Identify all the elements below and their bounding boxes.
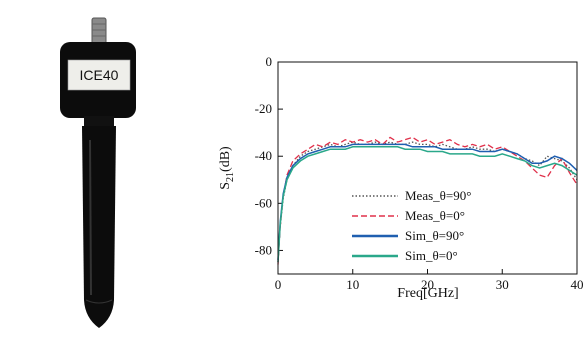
x-tick-label: 20 [421, 277, 434, 292]
x-tick-label: 0 [275, 277, 282, 292]
plot-frame [277, 61, 578, 275]
legend-label-2: Sim_θ=90° [405, 228, 464, 243]
x-tick-label: 40 [571, 277, 584, 292]
y-tick-label: -60 [255, 195, 272, 210]
probe-neck [84, 116, 114, 128]
x-tick-label: 10 [346, 277, 359, 292]
x-tick-label: 30 [496, 277, 509, 292]
probe-label: ICE40 [80, 67, 119, 83]
series-line-2 [277, 143, 578, 260]
series-group [277, 136, 578, 265]
legend-label-3: Sim_θ=0° [405, 248, 458, 263]
y-tick-label: -40 [255, 148, 272, 163]
legend-label-1: Meas_θ=0° [405, 208, 465, 223]
x-axis-label: Freq[GHz] [397, 286, 458, 301]
s21-chart: 0 -20 -40 -60 -80 0 10 20 30 40 S21(dB) Freq[GHz… [218, 54, 584, 301]
series-line-3 [277, 146, 578, 263]
legend-label-0: Meas_θ=90° [405, 188, 471, 203]
y-tick-label: -80 [255, 242, 272, 257]
y-tick-label: -20 [255, 101, 272, 116]
y-axis: 0 -20 -40 -60 -80 [255, 54, 283, 257]
probe-shaft [82, 126, 116, 328]
x-axis: 0 10 20 30 40 [275, 269, 584, 292]
legend: Meas_θ=90° Meas_θ=0° Sim_θ=90° Sim_θ=0° [352, 188, 471, 263]
y-tick-label: 0 [266, 54, 273, 69]
probe-connector [91, 17, 107, 45]
probe-label-bg [67, 59, 131, 91]
series-line-0 [277, 141, 578, 263]
probe-image: ICE40 [60, 17, 136, 328]
y-axis-label: S21(dB) [218, 146, 236, 190]
